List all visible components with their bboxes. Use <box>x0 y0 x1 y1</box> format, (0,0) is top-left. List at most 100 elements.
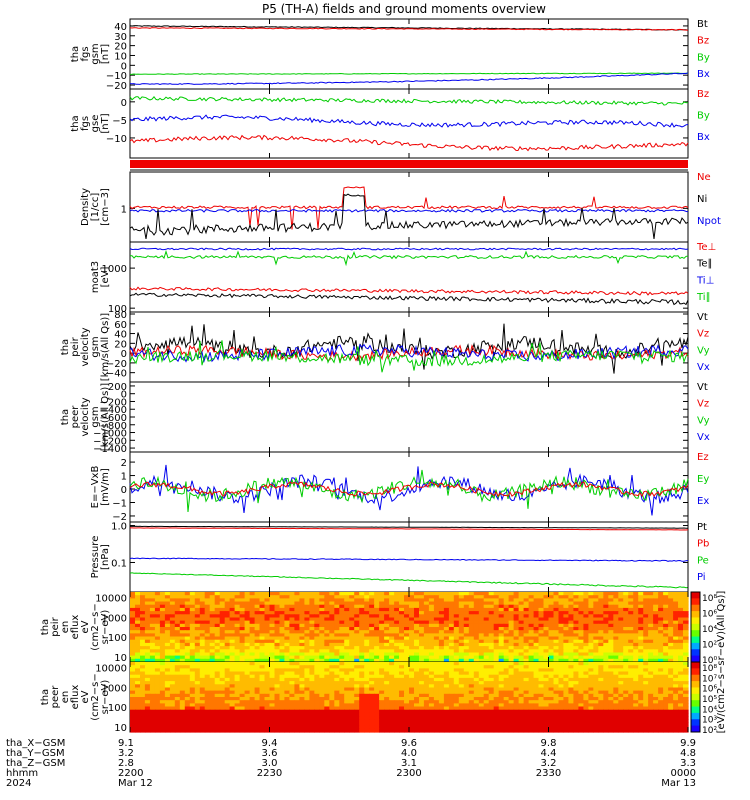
y-axis-label: gsm <box>90 336 101 357</box>
x-axis-value: 3.3 <box>680 758 696 769</box>
y-axis-label: velocity <box>80 327 91 366</box>
colorbar-tick-label: 10⁴ <box>702 705 717 715</box>
legend-efield-0: Ez <box>697 452 709 463</box>
legend-pressure-1: Pb <box>697 539 709 550</box>
series-pressure-black <box>130 525 688 529</box>
spectrogram-peir_spec <box>130 592 689 663</box>
y-tick-label: 20 <box>114 339 127 350</box>
y-axis-label: [nT] <box>100 44 111 64</box>
y-axis-label: [km/s(All Qs)] <box>100 313 111 381</box>
y-axis-label: gsm <box>90 406 101 427</box>
colorbar-tick-label: 10⁴ <box>702 625 717 635</box>
legend-efield-2: Ex <box>697 496 709 507</box>
y-tick-label: −200 <box>100 397 127 408</box>
y-tick-label: −5 <box>112 116 127 127</box>
y-tick-label: −1200 <box>93 436 127 447</box>
series-pressure-blue <box>129 557 689 562</box>
legend-pressure-2: Pe <box>697 555 709 566</box>
y-tick-label: 1.0 <box>111 522 127 533</box>
x-axis-value: 2200 <box>118 768 143 779</box>
plot-title: P5 (TH-A) fields and ground moments over… <box>262 2 546 16</box>
y-tick-label: 100 <box>108 633 127 644</box>
y-tick-label: 30 <box>114 32 127 43</box>
legend-fgs_gsm-2: By <box>697 52 710 63</box>
series-temp-red <box>129 286 689 296</box>
series-fgs_gse-blue <box>129 114 689 128</box>
colorbar-tick-label: 10² <box>702 726 717 736</box>
y-axis-label: Pressure <box>90 536 101 579</box>
y-axis-label: [cm−3] <box>100 188 111 226</box>
y-tick-label: 1000 <box>102 264 127 275</box>
legend-efield-1: Ey <box>697 474 709 485</box>
y-tick-label: 10 <box>114 51 127 62</box>
y-axis-label: moat3 <box>90 261 101 293</box>
y-axis-label: peer <box>70 405 81 429</box>
x-axis-value: 2.8 <box>118 758 134 769</box>
y-tick-label: 200 <box>108 382 127 393</box>
y-axis-label: [km/s(All Qs)] <box>100 383 111 451</box>
colorbar-tick-label: 10² <box>702 641 717 651</box>
y-axis-label: E=−VxB <box>90 466 101 509</box>
x-axis-row-label: tha_Z−GSM <box>6 758 65 769</box>
legend-fgs_gsm-1: Bz <box>697 36 709 47</box>
y-axis-label: (cm2−s− <box>90 603 101 650</box>
y-tick-label: −2 <box>112 512 127 523</box>
y-tick-label: 100 <box>108 703 127 714</box>
y-tick-label: 100 <box>108 304 127 315</box>
x-axis-value: 2230 <box>257 768 282 779</box>
legend-density-1: Ni <box>697 194 707 205</box>
x-axis-value: 3.0 <box>262 758 278 769</box>
y-axis-label: gsm <box>90 43 101 64</box>
colorbar-tick-label: 10⁶ <box>702 610 717 620</box>
y-axis-label: tha <box>40 619 51 635</box>
y-axis-label: Density <box>80 188 91 226</box>
series-density-red <box>129 186 689 230</box>
legend-temp-1: Te∥ <box>696 259 713 270</box>
series-temp-blue <box>129 247 689 251</box>
legend-peer_vel-1: Vz <box>697 399 709 410</box>
series-fgs_gse-red <box>129 134 689 152</box>
y-tick-label: −10 <box>106 71 127 82</box>
y-tick-label: 0 <box>121 61 127 72</box>
x-axis-value: 9.6 <box>401 738 417 749</box>
y-tick-label: 40 <box>114 22 127 33</box>
x-axis-value: 2330 <box>536 768 561 779</box>
y-axis-label: gse <box>90 115 101 133</box>
y-axis-label: sr−eV) <box>100 610 111 645</box>
legend-peir_vel-2: Vy <box>697 345 710 356</box>
y-tick-label: 0 <box>121 349 127 360</box>
y-axis-label: [mV/m] <box>100 468 111 506</box>
series-fgs_gsm-red <box>129 27 688 31</box>
x-axis-value: 3.6 <box>262 748 278 759</box>
x-axis-value: 4.8 <box>680 748 696 759</box>
legend-fgs_gsm-3: Bx <box>697 69 710 80</box>
colorbar-tick-label: 10⁵ <box>702 695 717 705</box>
colorbar-top <box>690 591 701 663</box>
y-tick-label: −800 <box>100 421 127 432</box>
y-tick-label: 10000 <box>95 593 127 604</box>
y-tick-label: 2 <box>121 458 127 469</box>
x-axis-value: 3.2 <box>541 758 557 769</box>
series-efield-red <box>129 481 689 498</box>
x-axis-row-label: hhmm <box>6 768 38 779</box>
y-axis-label: tha <box>40 689 51 705</box>
series-temp-green <box>130 249 689 267</box>
legend-pressure-3: Pi <box>697 572 706 583</box>
y-tick-label: −10 <box>106 134 127 145</box>
y-tick-label: 1000 <box>102 613 127 624</box>
y-axis-label: en <box>60 691 71 704</box>
y-axis-label: fgs <box>80 116 91 131</box>
y-tick-label: 10 <box>114 723 127 734</box>
legend-density-2: Npot <box>697 216 721 227</box>
y-axis-label: eV <box>80 620 91 633</box>
y-axis-label: tha <box>60 409 71 425</box>
legend-peir_vel-0: Vt <box>697 312 708 323</box>
y-axis-label: eflux <box>70 615 81 640</box>
panel-pressure <box>129 521 689 593</box>
series-efield-blue <box>129 464 689 516</box>
y-tick-label: 1000 <box>102 683 127 694</box>
series-pressure-red <box>130 527 689 531</box>
y-tick-label: −1400 <box>93 444 127 455</box>
legend-peer_vel-3: Vx <box>697 432 710 443</box>
